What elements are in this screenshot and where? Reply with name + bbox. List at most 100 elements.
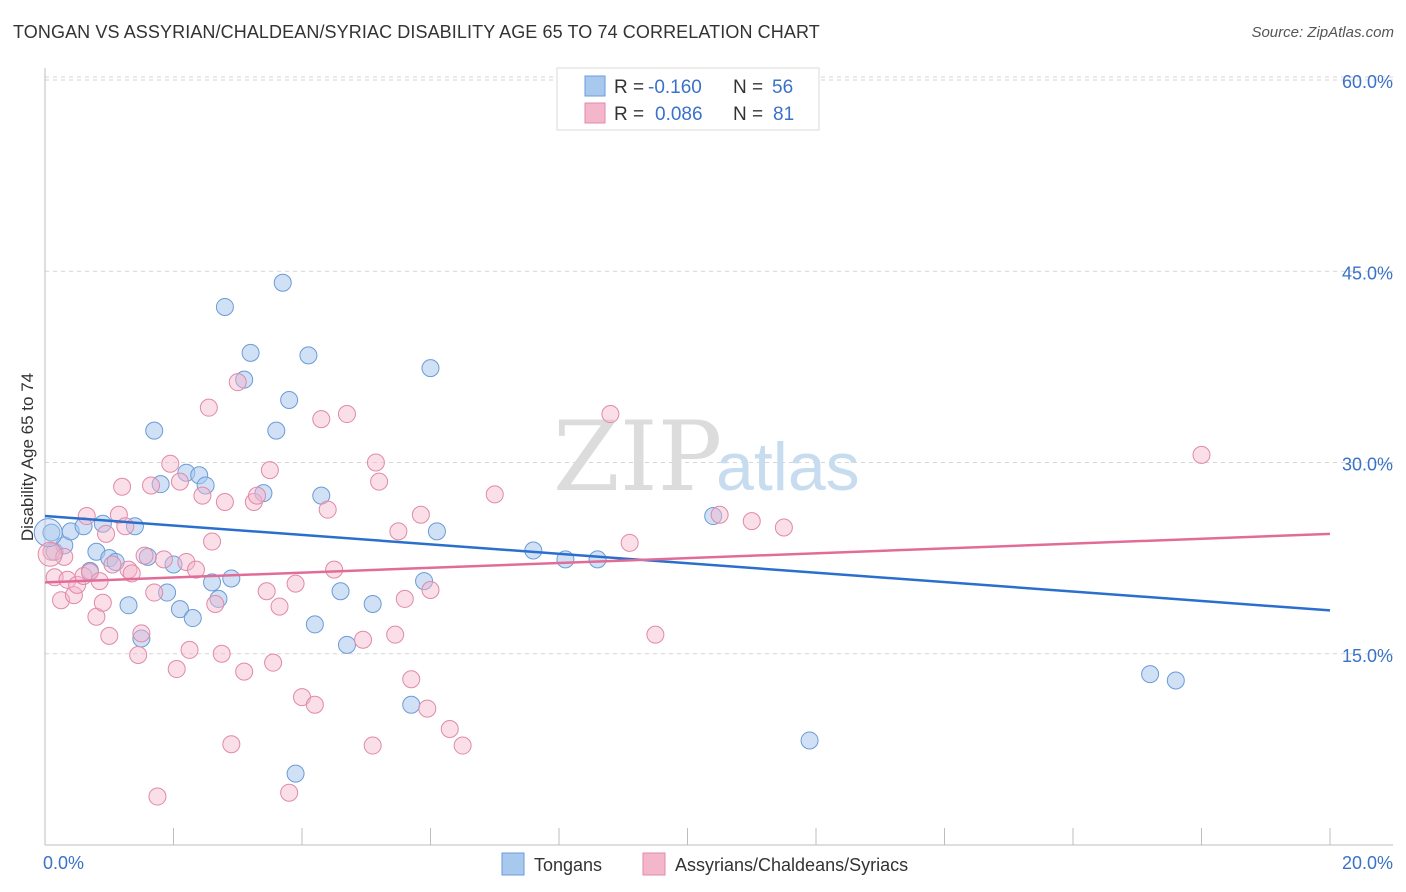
point-tongans [337,635,356,654]
point-assyrians [366,453,385,472]
x-tick-label-max: 20.0% [1342,853,1393,873]
bottom-legend-tongans: Tongans [534,855,602,875]
point-assyrians [305,695,324,714]
point-assyrians [257,582,276,601]
y-tick-label: 60.0% [1342,72,1393,92]
legend-swatch-assyrians [584,102,606,124]
series-legend: Tongans Assyrians/Chaldeans/Syriacs [501,852,908,876]
y-tick-label: 45.0% [1342,263,1393,283]
correlation-legend: R = -0.160 N = 56 R = 0.086 N = 81 [556,67,820,131]
point-assyrians [148,787,167,806]
point-assyrians [212,644,231,663]
point-tongans-cluster [33,518,63,548]
point-assyrians [370,472,389,491]
point-tongans [305,615,324,634]
grid [45,76,1393,655]
legend-n-label-1: N = [733,77,763,98]
point-assyrians [177,552,196,571]
point-assyrians [235,662,254,681]
point-assyrians [440,719,459,738]
point-assyrians [132,624,151,643]
point-assyrians [180,640,199,659]
point-assyrians [386,625,405,644]
point-tongans [209,589,228,608]
point-assyrians [113,477,132,496]
point-assyrians [77,507,96,526]
point-tongans [222,569,241,588]
axes: 15.0% 30.0% 45.0% 60.0% 0.0% 20.0% [43,68,1393,873]
point-assyrians [109,505,128,524]
point-tongans [1166,671,1185,690]
data-points [33,96,1211,806]
point-tongans [280,391,299,410]
point-tongans [415,572,434,591]
point-assyrians [270,597,289,616]
point-assyrians [1192,445,1211,464]
point-tongans [588,550,607,569]
point-assyrians [145,583,164,602]
bottom-legend-assyrians: Assyrians/Chaldeans/Syriacs [675,855,908,875]
point-tongans [800,731,819,750]
point-assyrians [260,461,279,480]
point-assyrians [103,555,122,574]
point-assyrians [453,736,472,755]
point-assyrians [228,373,247,392]
trend-line-assyrians [44,532,1331,584]
chart-title: TONGAN VS ASSYRIAN/CHALDEAN/SYRIAC DISAB… [13,22,820,42]
point-tongans [183,609,202,628]
legend-n-value-1: 56 [772,77,793,98]
point-assyrians [742,512,761,531]
point-assyrians [193,486,212,505]
point-assyrians [206,595,225,614]
point-tongans [299,346,318,365]
point-tongans [273,273,292,292]
trend-lines [44,514,1331,612]
legend-r-label-2: R = [614,104,644,125]
point-tongans [151,475,170,494]
point-tongans [158,583,177,602]
point-assyrians [286,574,305,593]
bottom-legend-swatch-assyrians [642,852,666,876]
point-tongans [704,507,723,526]
point-assyrians [325,560,344,579]
watermark-zip: ZIP [553,401,722,513]
legend-swatch-tongans [584,75,606,97]
point-tongans [286,764,305,783]
point-assyrians [186,560,205,579]
point-assyrians [646,625,665,644]
legend-r-value-2: 0.086 [655,104,703,125]
point-assyrians [485,485,504,504]
point-tongans [203,573,222,592]
watermark-atlas: atlas [716,429,860,505]
source-credit: Source: ZipAtlas.com [1251,24,1394,41]
point-assyrians [402,670,421,689]
point-assyrians [363,736,382,755]
point-assyrians [167,660,186,679]
y-tick-label: 30.0% [1342,455,1393,475]
legend-r-label-1: R = [614,77,644,98]
y-axis-label: Disability Age 65 to 74 [18,373,37,541]
point-assyrians [337,405,356,424]
point-assyrians [64,586,83,605]
point-assyrians [142,476,161,495]
watermark: ZIP atlas [553,401,860,513]
point-assyrians [411,505,430,524]
point-assyrians-cluster [37,541,63,567]
point-assyrians [389,522,408,541]
point-assyrians [129,646,148,665]
point-assyrians [100,626,119,645]
point-assyrians [280,783,299,802]
point-assyrians [170,472,189,491]
point-assyrians [203,532,222,551]
x-tick-label-min: 0.0% [43,853,84,873]
point-assyrians [97,524,116,543]
point-assyrians [601,405,620,424]
point-tongans [119,596,138,615]
point-tongans [1141,665,1160,684]
point-assyrians [154,550,173,569]
point-tongans [145,421,164,440]
point-tongans [241,343,260,362]
point-assyrians [161,454,180,473]
point-assyrians [312,410,331,429]
